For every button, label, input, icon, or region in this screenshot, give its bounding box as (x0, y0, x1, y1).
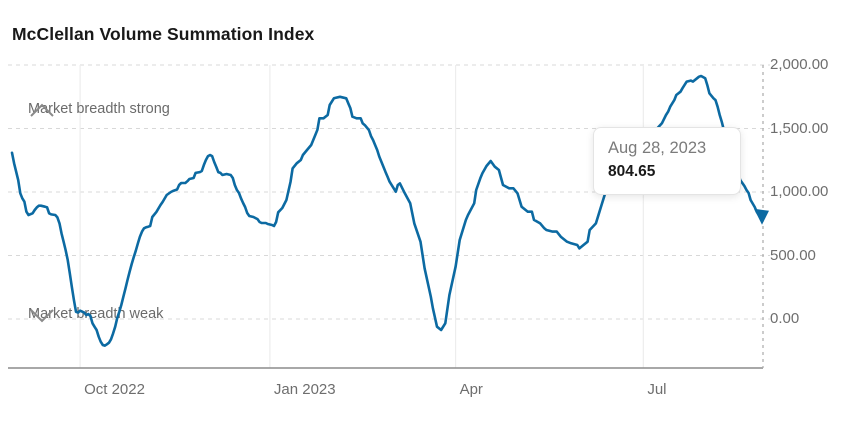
y-axis-label: 2,000.00 (770, 56, 829, 73)
x-axis-label: Jul (647, 381, 667, 398)
x-axis-label: Oct 2022 (84, 381, 145, 398)
tooltip: Aug 28, 2023 804.65 (593, 127, 741, 195)
y-axis-label: 0.00 (770, 310, 800, 327)
tooltip-value: 804.65 (608, 162, 656, 180)
chevron-down-icon (30, 309, 54, 323)
chart-title: McClellan Volume Summation Index (12, 24, 315, 44)
annotation-market-breadth-weak: Market breadth weak (28, 306, 163, 323)
tooltip-date: Aug 28, 2023 (608, 139, 707, 157)
y-axis-label: 1,000.00 (770, 183, 829, 200)
annotation-market-breadth-strong: Market breadth strong (28, 101, 170, 117)
x-axis-label: Jan 2023 (273, 381, 336, 398)
chevron-up-icon (30, 103, 54, 117)
y-axis-label: 1,500.00 (770, 119, 829, 137)
y-axis-label: 500.00 (770, 246, 816, 264)
x-axis-label: Apr (459, 381, 483, 398)
